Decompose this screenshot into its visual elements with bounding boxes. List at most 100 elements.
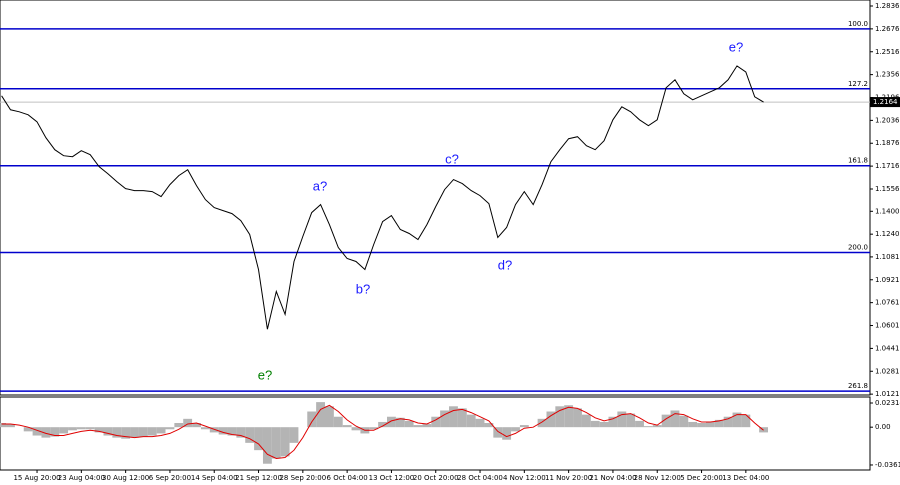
histogram-bar xyxy=(599,421,609,428)
wave-label: e? xyxy=(258,367,272,382)
histogram-bar xyxy=(519,425,529,428)
histogram-bar xyxy=(103,427,113,436)
wave-label: b? xyxy=(356,281,370,296)
histogram-bar xyxy=(112,427,122,438)
x-tick-label: 4 Nov 12:00 xyxy=(503,474,546,482)
fib-label: 127.2 xyxy=(848,80,868,88)
histogram-bar xyxy=(0,423,7,428)
histogram-bar xyxy=(192,423,201,428)
histogram-bar xyxy=(395,417,405,428)
histogram-bar xyxy=(316,402,325,428)
x-tick-label: 30 Aug 12:00 xyxy=(102,474,149,482)
price-panel xyxy=(0,0,871,396)
y-tick-label: 1.1716 xyxy=(875,162,900,170)
x-tick-label: 13 Oct 12:00 xyxy=(369,474,415,482)
y-tick-label: 1.0601 xyxy=(875,322,900,330)
histogram-bar xyxy=(6,424,15,428)
histogram-bar xyxy=(705,421,715,428)
histogram-bar xyxy=(555,406,565,428)
histogram-bar xyxy=(493,427,503,438)
histogram-bar xyxy=(449,406,458,428)
x-tick-label: 6 Oct 04:00 xyxy=(327,474,368,482)
histogram-bar xyxy=(68,427,77,431)
histogram-bar xyxy=(342,425,352,428)
y-tick-label: 1.2036 xyxy=(875,116,900,124)
histogram-bar xyxy=(307,411,317,428)
histogram-bar xyxy=(85,427,95,430)
fib-label: 161.8 xyxy=(848,157,868,165)
histogram-bar xyxy=(94,427,104,433)
histogram-bar xyxy=(378,421,388,428)
histogram-bar xyxy=(147,427,157,436)
histogram-bar xyxy=(581,414,591,428)
histogram-bar xyxy=(121,427,131,439)
signal-line xyxy=(1,404,764,460)
x-tick-label: 28 Sep 20:00 xyxy=(279,474,326,482)
histogram-bar xyxy=(732,412,742,428)
x-tick-label: 23 Aug 04:00 xyxy=(58,474,105,482)
x-tick-label: 6 Sep 20:00 xyxy=(149,474,191,482)
histogram-bar xyxy=(23,427,33,432)
y-tick-label: 1.0121 xyxy=(875,390,900,398)
histogram-bar xyxy=(431,416,441,428)
histogram-bar xyxy=(679,415,689,428)
histogram-bar xyxy=(138,427,148,437)
histogram-bar xyxy=(635,420,644,428)
histogram-bar xyxy=(50,427,60,437)
histogram-bar xyxy=(573,408,582,428)
histogram-bar xyxy=(714,419,724,428)
x-tick-label: 20 Oct 20:00 xyxy=(413,474,459,482)
histogram-bar xyxy=(590,420,600,428)
histogram-bar xyxy=(156,427,166,434)
y-tick-label: 1.2836 xyxy=(875,2,900,10)
fib-label: 261.8 xyxy=(848,382,868,390)
fib-label: 100.0 xyxy=(848,20,868,28)
histogram-bar xyxy=(537,418,547,428)
histogram-bar xyxy=(262,427,272,464)
last-price-box xyxy=(870,97,900,108)
histogram-bar xyxy=(741,414,751,428)
y-tick-label: 1.0921 xyxy=(875,276,900,284)
histogram-bar xyxy=(652,425,662,428)
y-tick-label: -0.03619 xyxy=(875,461,900,469)
x-tick-label: 21 Sep 12:00 xyxy=(235,474,282,482)
y-tick-label: 1.1240 xyxy=(875,230,900,238)
y-tick-label: 1.2356 xyxy=(875,71,900,79)
wave-label: a? xyxy=(313,178,327,193)
histogram-bar xyxy=(254,427,263,451)
histogram-bar xyxy=(404,420,414,428)
histogram-bar xyxy=(369,427,379,430)
histogram-bar xyxy=(236,427,246,438)
histogram-bar xyxy=(643,426,653,428)
histogram-bar xyxy=(502,427,512,440)
price-line xyxy=(1,65,764,330)
x-tick-label: 15 Aug 20:00 xyxy=(13,474,60,482)
histogram-bar xyxy=(546,411,556,428)
wave-label: d? xyxy=(498,257,512,272)
histogram-bar xyxy=(130,427,139,438)
y-tick-label: 0.00 xyxy=(875,423,891,431)
histogram-bar xyxy=(661,414,671,428)
histogram-bar xyxy=(165,427,175,430)
histogram-bar xyxy=(351,427,361,431)
histogram-bar xyxy=(289,427,299,443)
histogram-bar xyxy=(59,427,69,434)
x-tick-label: 13 Dec 04:00 xyxy=(722,474,769,482)
histogram-bar xyxy=(41,427,51,438)
histogram-bar xyxy=(422,424,432,428)
histogram-bar xyxy=(608,416,618,428)
histogram-bar xyxy=(697,423,706,428)
histogram-bar xyxy=(723,416,733,428)
histogram-bar xyxy=(466,414,476,428)
x-tick-label: 14 Sep 04:00 xyxy=(191,474,238,482)
histogram-bar xyxy=(670,410,680,428)
y-tick-label: 0.02314 xyxy=(875,399,900,407)
x-tick-label: 28 Oct 04:00 xyxy=(457,474,503,482)
histogram-bar xyxy=(174,423,184,428)
wave-label: c? xyxy=(445,151,459,166)
histogram-bar xyxy=(511,427,520,432)
fib-label: 200.0 xyxy=(848,243,868,251)
wave-label: e? xyxy=(729,39,743,54)
histogram-bar xyxy=(484,423,494,428)
